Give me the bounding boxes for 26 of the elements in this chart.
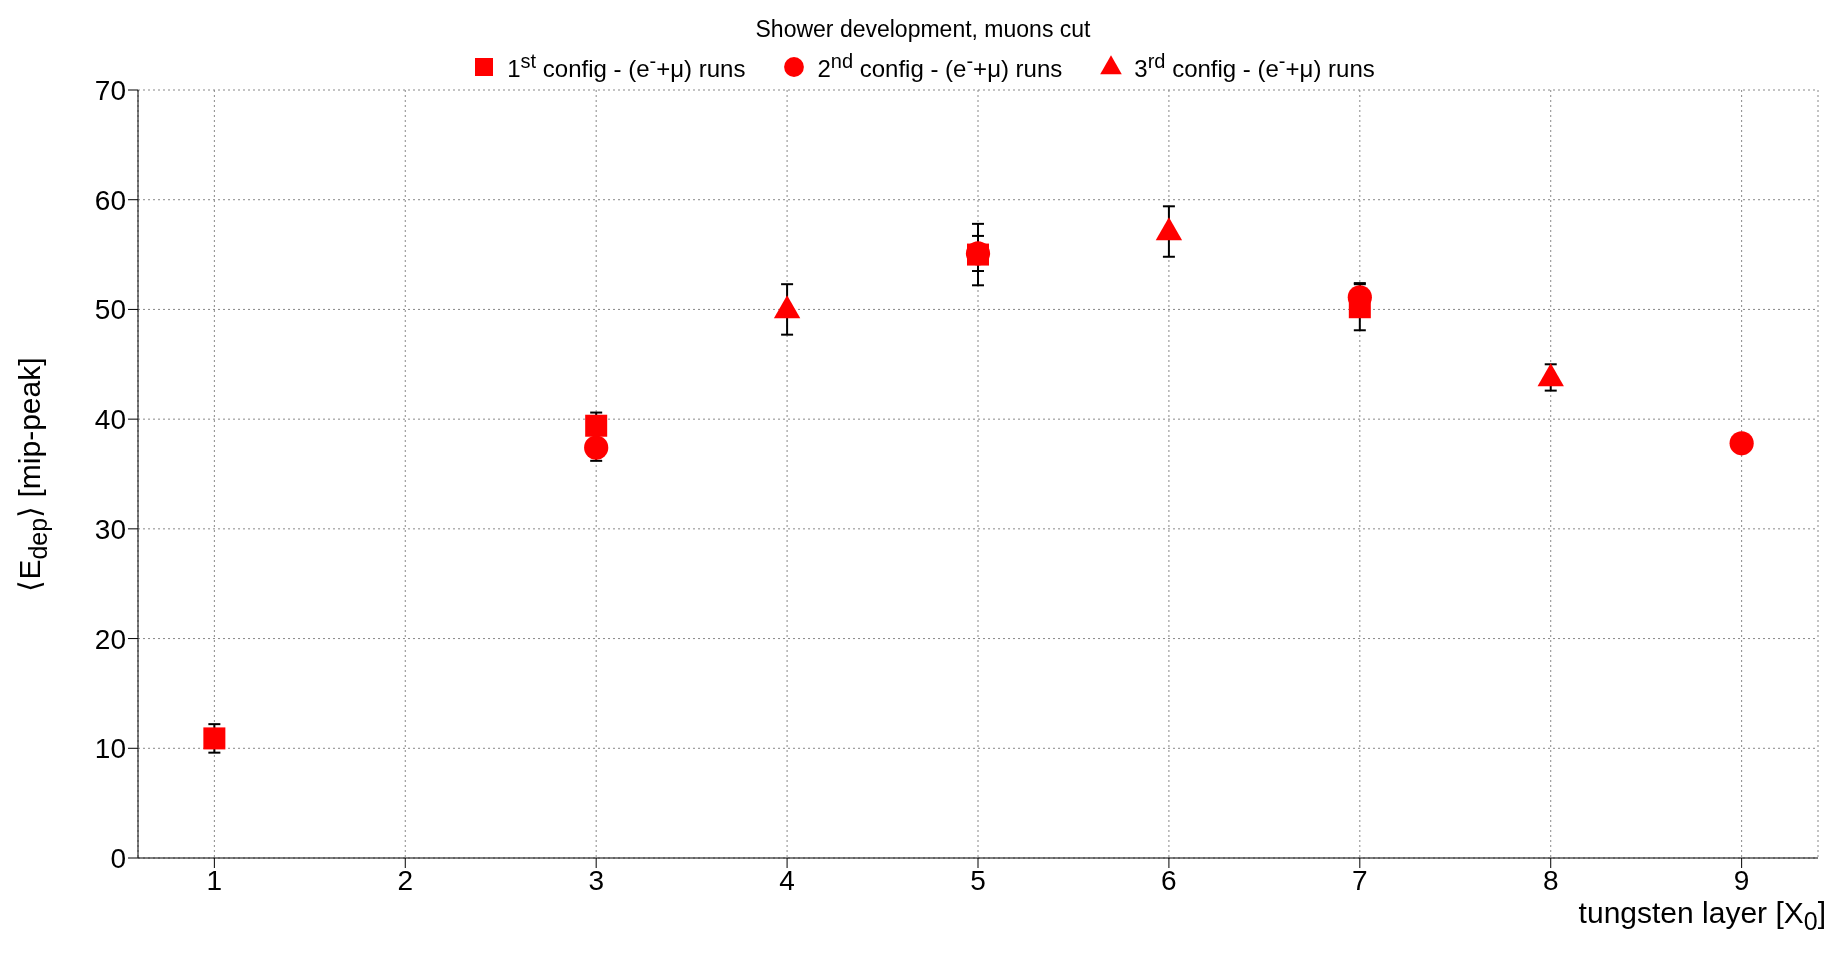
x-tick-label: 4 xyxy=(779,864,795,896)
y-tick-label: 40 xyxy=(94,404,126,436)
y-tick-label: 10 xyxy=(94,733,126,765)
legend-label: 2$^{nd}$ config - (e$^{-}$+μ) runs xyxy=(817,50,1063,83)
x-tick-label: 2 xyxy=(397,864,414,896)
x-tick-label: 3 xyxy=(588,864,604,896)
y-tick-label: 50 xyxy=(94,294,126,326)
y-tick-label: 70 xyxy=(94,74,126,106)
chart-title: Shower development, muons cut xyxy=(754,16,1092,43)
y-tick-label: 30 xyxy=(94,513,126,545)
x-axis-title: tungsten layer [X$_{0}$] xyxy=(1578,896,1826,936)
y-tick-label: 0 xyxy=(110,842,126,874)
legend-label: 1$^{st}$ config - (e$^{-}$+μ) runs xyxy=(507,50,746,83)
x-tick-label: 9 xyxy=(1733,864,1750,896)
y-tick-label: 20 xyxy=(94,623,126,655)
y-tick-label: 60 xyxy=(94,184,126,216)
x-tick-label: 1 xyxy=(206,864,223,896)
point xyxy=(584,435,609,460)
point xyxy=(203,727,226,750)
x-tick-label: 6 xyxy=(1161,864,1177,896)
x-tick-label: 8 xyxy=(1542,864,1559,896)
point xyxy=(585,414,608,437)
x-tick-label: 7 xyxy=(1352,864,1368,896)
legend-label: 3$^{rd}$ config - (e$^{-}$+μ) runs xyxy=(1134,50,1375,83)
point xyxy=(1729,431,1754,456)
x-tick-label: 5 xyxy=(970,864,986,896)
